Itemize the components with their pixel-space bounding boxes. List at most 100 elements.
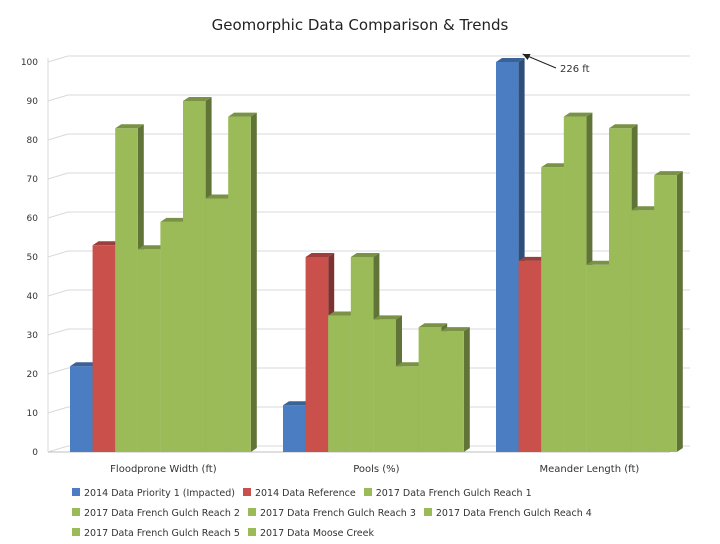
legend-item: 2017 Data Moose Creek bbox=[247, 524, 374, 544]
bar-top bbox=[541, 163, 570, 168]
gridline-depth bbox=[47, 172, 69, 180]
bar-top bbox=[418, 323, 448, 328]
bar-top bbox=[283, 401, 312, 406]
y-tick-label: 0 bbox=[32, 448, 38, 458]
bar bbox=[183, 101, 206, 452]
bar-top bbox=[350, 253, 380, 257]
bar bbox=[586, 264, 609, 452]
gridline-depth bbox=[47, 328, 69, 336]
legend-item: 2017 Data French Gulch Reach 1 bbox=[363, 484, 532, 504]
legend-swatch bbox=[423, 508, 432, 516]
annotation-label: 226 ft bbox=[560, 64, 590, 75]
bar bbox=[283, 405, 306, 452]
gridline-depth bbox=[47, 250, 69, 258]
bar-top bbox=[609, 124, 638, 129]
x-category-label: Floodprone Width (ft) bbox=[110, 464, 217, 475]
bar-top bbox=[396, 362, 425, 367]
gridline-depth bbox=[47, 406, 69, 414]
bar-top bbox=[205, 194, 235, 199]
legend-swatch bbox=[247, 528, 256, 536]
bar bbox=[563, 116, 587, 452]
legend-item: 2014 Data Priority 1 (Impacted) bbox=[72, 484, 235, 504]
bar-side bbox=[250, 112, 257, 452]
gridline-depth bbox=[47, 289, 69, 297]
bar-top bbox=[92, 241, 122, 246]
bar bbox=[328, 315, 351, 452]
y-tick-label: 50 bbox=[27, 253, 39, 263]
y-tick-label: 100 bbox=[21, 58, 38, 68]
bar bbox=[441, 331, 464, 452]
y-tick-label: 90 bbox=[27, 97, 39, 107]
annotation-arrow-head bbox=[522, 54, 531, 60]
bar-top bbox=[328, 311, 357, 316]
bar bbox=[228, 116, 251, 452]
legend-label: 2017 Data French Gulch Reach 3 bbox=[259, 508, 416, 519]
bar bbox=[70, 366, 93, 452]
y-tick-label: 60 bbox=[27, 214, 39, 224]
bar-side bbox=[676, 171, 683, 452]
legend-item: 2017 Data French Gulch Reach 4 bbox=[423, 504, 592, 524]
chart-title: Geomorphic Data Comparison & Trends bbox=[211, 16, 509, 34]
legend-label: 2014 Data Reference bbox=[254, 488, 356, 499]
legend: 2014 Data Priority 1 (Impacted) 2014 Data… bbox=[72, 484, 712, 544]
bar-top bbox=[496, 58, 525, 62]
bar bbox=[350, 257, 374, 452]
y-tick-label: 10 bbox=[27, 409, 39, 419]
legend-label: 2017 Data French Gulch Reach 1 bbox=[375, 488, 532, 499]
legend-item: 2017 Data French Gulch Reach 5 bbox=[72, 524, 240, 544]
legend-label: 2014 Data Priority 1 (Impacted) bbox=[84, 488, 235, 499]
legend-item: 2014 Data Reference bbox=[242, 484, 356, 504]
legend-label: 2017 Data French Gulch Reach 5 bbox=[84, 528, 240, 539]
legend-label: 2017 Data French Gulch Reach 4 bbox=[435, 508, 592, 519]
bar bbox=[518, 260, 542, 452]
y-tick-label: 40 bbox=[27, 292, 39, 302]
y-tick-label: 30 bbox=[27, 331, 39, 341]
bar-top bbox=[441, 327, 470, 332]
bar bbox=[205, 198, 229, 452]
y-tick-label: 70 bbox=[27, 175, 39, 185]
bar bbox=[496, 62, 519, 452]
bar-top bbox=[654, 171, 683, 176]
gridline-depth bbox=[47, 367, 69, 375]
bar-chart: 0 10 20 30 40 50 60 70 80 90 100 Floodprone Width (… bbox=[21, 53, 690, 475]
bar bbox=[654, 175, 677, 452]
bar bbox=[137, 249, 161, 452]
bar-top bbox=[518, 256, 548, 261]
bar bbox=[373, 319, 396, 452]
bar bbox=[631, 210, 655, 452]
bar-top bbox=[137, 245, 167, 250]
gridline-depth bbox=[47, 211, 69, 219]
gridline-depth bbox=[47, 94, 69, 102]
bar-top bbox=[305, 253, 335, 257]
bar bbox=[115, 128, 138, 453]
legend-swatch bbox=[72, 488, 80, 496]
legend-swatch bbox=[242, 488, 251, 496]
bar-top bbox=[160, 217, 189, 222]
bar bbox=[160, 221, 183, 452]
legend-swatch bbox=[363, 488, 372, 496]
bar bbox=[396, 366, 419, 452]
bar-top bbox=[586, 260, 615, 265]
bar-top bbox=[563, 112, 593, 117]
bar-top bbox=[183, 97, 212, 101]
bar-top bbox=[115, 124, 144, 129]
bar bbox=[92, 245, 116, 452]
legend-label: 2017 Data Moose Creek bbox=[259, 528, 374, 539]
legend-label: 2017 Data French Gulch Reach 2 bbox=[84, 508, 240, 519]
bar bbox=[305, 257, 329, 452]
legend-swatch bbox=[247, 508, 256, 516]
bar-top bbox=[373, 315, 402, 320]
gridline-depth bbox=[47, 445, 69, 453]
gridline-depth bbox=[47, 133, 69, 141]
legend-swatch bbox=[72, 508, 80, 516]
y-tick-label: 20 bbox=[27, 370, 39, 380]
x-category-label: Meander Length (ft) bbox=[540, 464, 640, 475]
gridline-depth bbox=[47, 55, 69, 63]
bar-side bbox=[463, 327, 470, 452]
bar-top bbox=[631, 206, 661, 211]
bar-top bbox=[228, 112, 257, 117]
bar bbox=[541, 167, 564, 453]
bar bbox=[609, 128, 632, 453]
bar bbox=[418, 327, 442, 452]
legend-item: 2017 Data French Gulch Reach 2 bbox=[72, 504, 240, 524]
